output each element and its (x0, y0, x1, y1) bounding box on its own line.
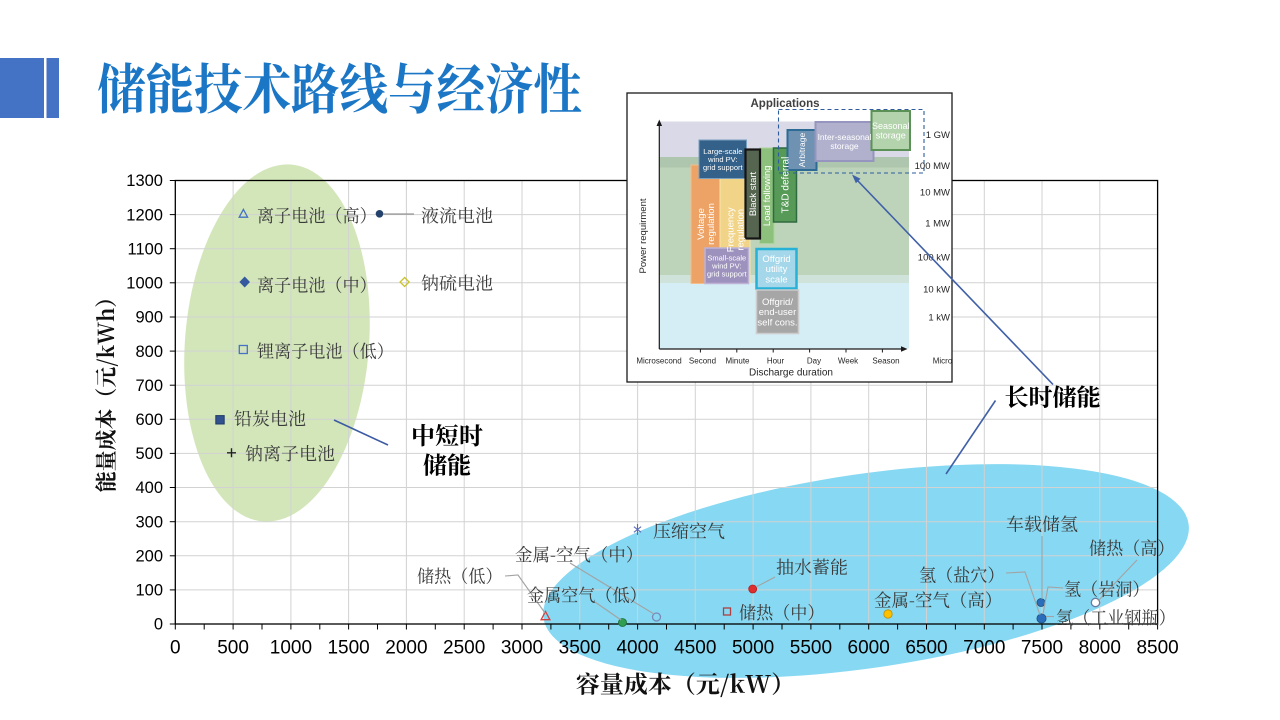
svg-text:4000: 4000 (616, 638, 658, 659)
svg-text:5000: 5000 (732, 638, 774, 659)
svg-text:wind PV:: wind PV: (707, 155, 737, 164)
svg-text:end-user: end-user (759, 307, 797, 318)
svg-text:Offgrid/: Offgrid/ (762, 297, 793, 308)
svg-text:T&D deferral: T&D deferral (781, 157, 792, 214)
svg-text:Seasonal: Seasonal (872, 121, 910, 131)
svg-text:3000: 3000 (501, 638, 543, 659)
svg-text:grid support: grid support (703, 163, 744, 172)
svg-text:1300: 1300 (126, 172, 163, 190)
svg-text:regulation: regulation (735, 209, 746, 251)
svg-text:scale: scale (765, 274, 787, 285)
svg-text:Season: Season (872, 357, 899, 366)
svg-text:1200: 1200 (126, 206, 163, 224)
svg-text:Day: Day (807, 357, 821, 366)
svg-text:grid support: grid support (707, 270, 748, 279)
svg-text:Frequency: Frequency (725, 207, 736, 252)
svg-text:500: 500 (217, 638, 249, 659)
svg-text:Second: Second (689, 357, 716, 366)
svg-text:10 kW: 10 kW (923, 284, 950, 295)
svg-text:300: 300 (135, 513, 163, 531)
svg-text:storage: storage (876, 131, 906, 141)
svg-text:1 GW: 1 GW (926, 130, 950, 141)
svg-text:500: 500 (135, 445, 163, 463)
svg-text:900: 900 (135, 309, 163, 327)
svg-text:Offgrid: Offgrid (762, 254, 790, 265)
svg-text:1100: 1100 (128, 240, 163, 258)
svg-text:utility: utility (766, 264, 788, 275)
svg-text:Hour: Hour (767, 357, 785, 366)
svg-text:Arbitrage: Arbitrage (797, 132, 807, 167)
svg-text:Black start: Black start (748, 171, 759, 216)
svg-text:6000: 6000 (848, 638, 890, 659)
svg-text:1000: 1000 (270, 638, 312, 659)
svg-text:self cons.: self cons. (757, 317, 797, 328)
svg-text:Discharge duration: Discharge duration (749, 368, 833, 379)
svg-text:0: 0 (154, 616, 163, 634)
svg-text:Power requirment: Power requirment (638, 198, 649, 273)
svg-text:storage: storage (830, 141, 859, 151)
svg-text:8500: 8500 (1136, 638, 1178, 659)
svg-text:Inter-seasonal: Inter-seasonal (818, 132, 872, 142)
svg-text:Microsecond: Microsecond (636, 357, 681, 366)
svg-text:Micro: Micro (933, 357, 953, 366)
svg-text:5500: 5500 (790, 638, 832, 659)
svg-text:1 kW: 1 kW (928, 312, 950, 323)
svg-text:Load following: Load following (762, 165, 773, 226)
svg-text:6500: 6500 (905, 638, 947, 659)
svg-text:Voltage: Voltage (696, 208, 707, 240)
svg-text:100: 100 (135, 582, 163, 600)
svg-text:7500: 7500 (1021, 638, 1063, 659)
svg-text:100 kW: 100 kW (918, 252, 950, 263)
svg-text:10 MW: 10 MW (920, 187, 950, 198)
svg-text:Week: Week (838, 357, 859, 366)
svg-text:8000: 8000 (1079, 638, 1121, 659)
svg-text:700: 700 (135, 377, 163, 395)
svg-text:Applications: Applications (750, 98, 819, 110)
svg-text:3500: 3500 (559, 638, 601, 659)
svg-text:2500: 2500 (443, 638, 485, 659)
svg-text:800: 800 (135, 343, 163, 361)
svg-text:Large-scale: Large-scale (703, 147, 742, 156)
svg-text:regulation: regulation (706, 203, 717, 245)
svg-text:100 MW: 100 MW (915, 161, 950, 172)
svg-text:600: 600 (135, 411, 163, 429)
svg-text:wind PV:: wind PV: (711, 261, 741, 270)
svg-text:0: 0 (170, 638, 181, 659)
svg-text:Minute: Minute (725, 357, 750, 366)
svg-text:1000: 1000 (126, 275, 163, 293)
svg-text:400: 400 (135, 479, 163, 497)
svg-text:2000: 2000 (385, 638, 427, 659)
svg-text:1500: 1500 (327, 638, 369, 659)
svg-text:200: 200 (135, 548, 163, 566)
svg-text:4500: 4500 (674, 638, 716, 659)
svg-text:1 MW: 1 MW (925, 218, 950, 229)
svg-text:Small-scale: Small-scale (707, 253, 746, 262)
svg-text:7000: 7000 (963, 638, 1005, 659)
